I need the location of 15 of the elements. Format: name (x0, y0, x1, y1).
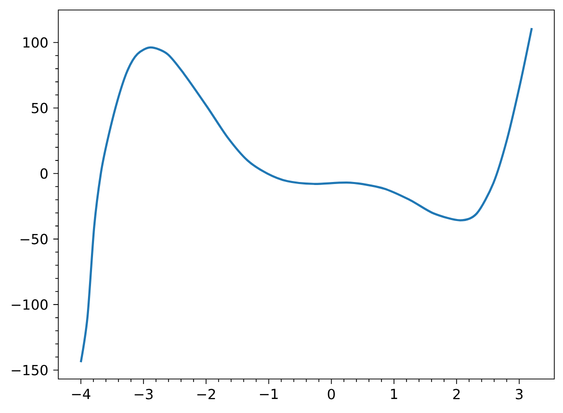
y-tick-label: 0 (40, 168, 48, 179)
y-tick-label: 50 (32, 102, 48, 114)
x-tick-label: 3 (516, 388, 523, 400)
x-tick-label: 2 (453, 388, 460, 400)
y-tick-label: −50 (20, 234, 48, 244)
x-tick-label: −2 (197, 388, 215, 400)
line-series (80, 27, 533, 364)
x-tick-label: −1 (260, 388, 278, 399)
x-tick-label: 0 (328, 388, 335, 400)
x-tick-label: −4 (72, 388, 90, 399)
y-tick-label: −150 (12, 364, 48, 376)
x-tick-label: −3 (134, 388, 153, 400)
y-tick-label: −100 (12, 299, 48, 310)
y-tick-label: 100 (23, 37, 48, 48)
x-tick-label: 1 (391, 388, 398, 399)
